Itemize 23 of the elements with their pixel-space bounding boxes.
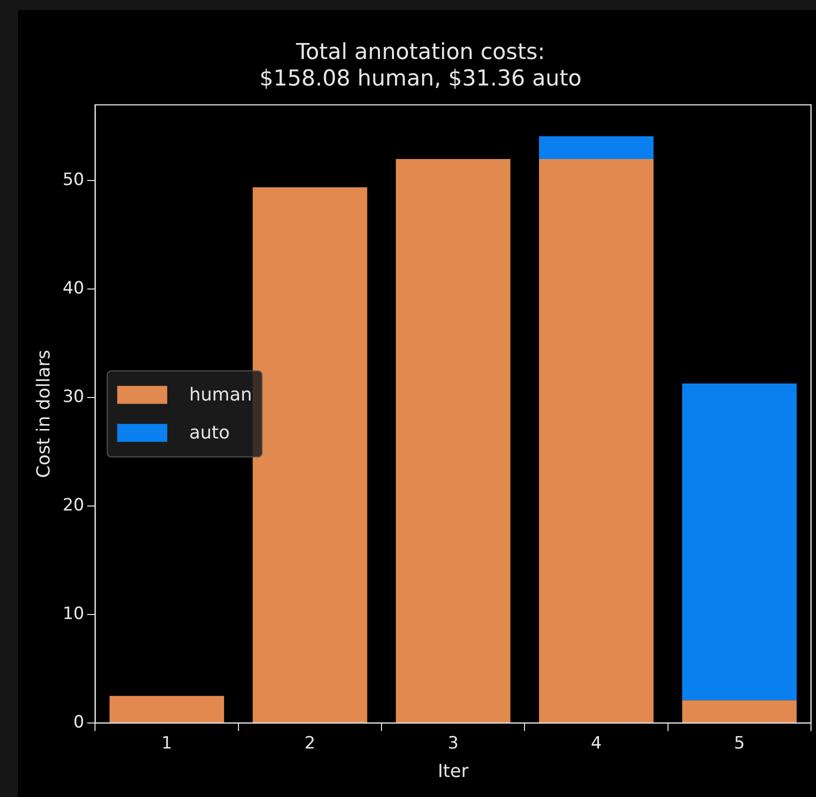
y-tick-label: 30 — [62, 387, 84, 408]
x-axis-title: Iter — [438, 760, 470, 782]
legend-label: auto — [189, 422, 230, 444]
x-tick-label: 1 — [161, 734, 172, 754]
x-tick-label: 4 — [590, 734, 602, 754]
y-tick-label: 50 — [62, 170, 84, 190]
bar — [682, 384, 797, 700]
chart-title: Total annotation costs: $158.08 human, $31.36 auto — [259, 40, 582, 92]
y-axis-title: Cost in dollars — [33, 350, 54, 478]
x-tick-label: 5 — [734, 734, 745, 754]
bar — [252, 187, 368, 722]
bar — [539, 136, 654, 160]
y-tick-label: 0 — [73, 712, 84, 732]
y-tick-label: 20 — [62, 496, 84, 516]
x-tick-label: 3 — [448, 734, 459, 754]
y-tick-label: 40 — [62, 278, 84, 299]
x-tick-label: 2 — [304, 734, 316, 754]
bar — [682, 700, 797, 722]
bar — [110, 696, 224, 722]
bar — [539, 159, 654, 722]
bar — [396, 159, 510, 722]
legend-label: human — [189, 384, 252, 406]
y-tick-label: 10 — [62, 604, 84, 624]
